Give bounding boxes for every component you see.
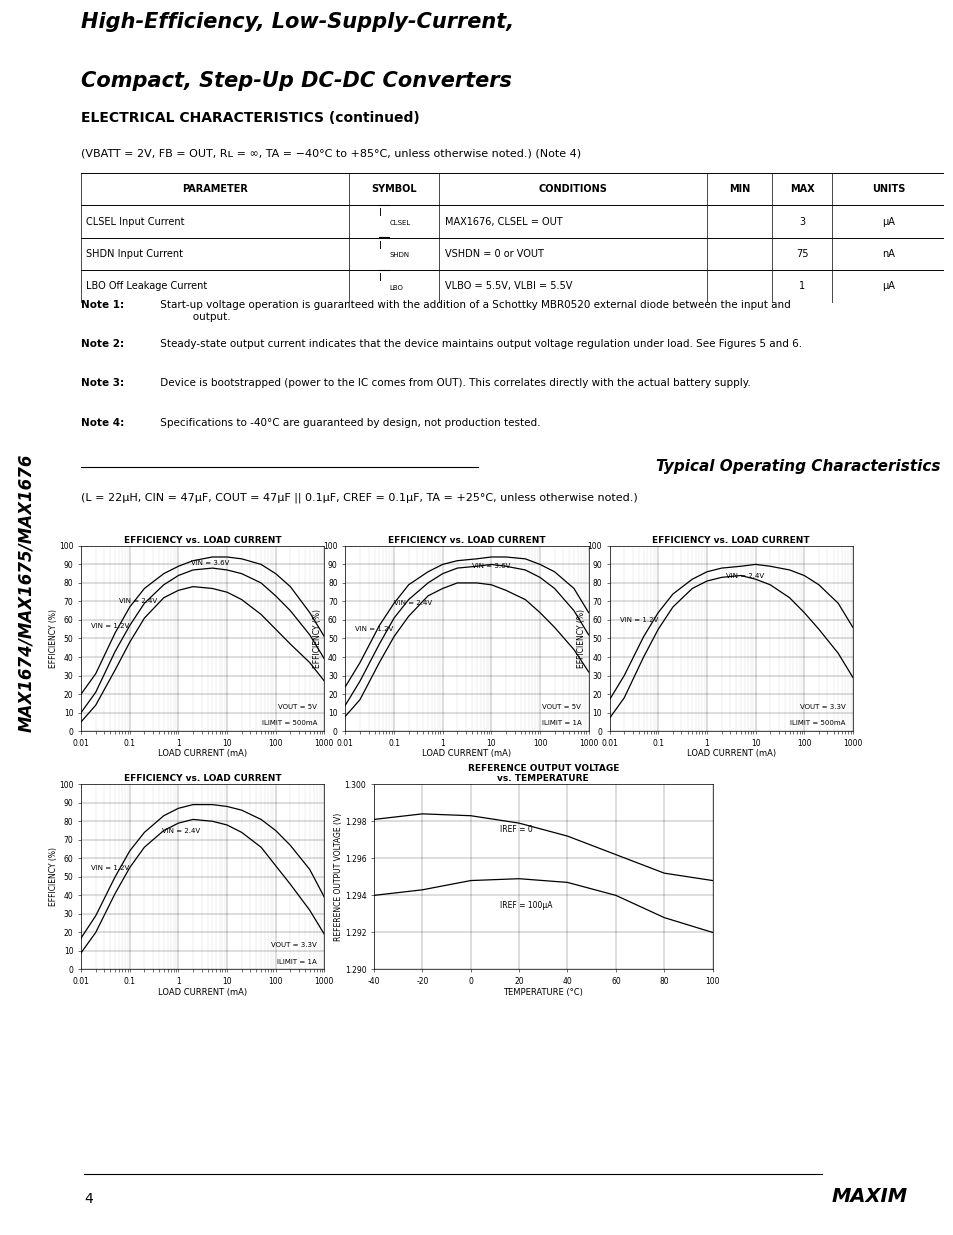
Text: VIN = 2.4V: VIN = 2.4V	[725, 573, 763, 578]
Text: (VBATT = 2V, FB = OUT, Rʟ = ∞, TA = −40°C to +85°C, unless otherwise noted.) (No: (VBATT = 2V, FB = OUT, Rʟ = ∞, TA = −40°…	[81, 148, 580, 158]
Text: Specifications to -40°C are guaranteed by design, not production tested.: Specifications to -40°C are guaranteed b…	[157, 417, 540, 427]
Text: ELECTRICAL CHARACTERISTICS (continued): ELECTRICAL CHARACTERISTICS (continued)	[81, 111, 419, 125]
Text: μA: μA	[881, 216, 894, 226]
Text: Note 2:: Note 2:	[81, 340, 124, 350]
Title: REFERENCE OUTPUT VOLTAGE
vs. TEMPERATURE: REFERENCE OUTPUT VOLTAGE vs. TEMPERATURE	[467, 764, 618, 783]
Text: ILIMIT = 1A: ILIMIT = 1A	[541, 720, 580, 726]
Text: CLSEL Input Current: CLSEL Input Current	[86, 216, 185, 226]
Text: MAXIM: MAXIM	[831, 1187, 907, 1205]
Text: I: I	[378, 209, 381, 219]
Text: Device is bootstrapped (power to the IC comes from OUT). This correlates directl: Device is bootstrapped (power to the IC …	[157, 378, 750, 389]
Title: EFFICIENCY vs. LOAD CURRENT: EFFICIENCY vs. LOAD CURRENT	[124, 536, 281, 545]
Text: UNITS: UNITS	[871, 184, 904, 194]
X-axis label: LOAD CURRENT (mA): LOAD CURRENT (mA)	[422, 750, 511, 758]
Text: Note 3:: Note 3:	[81, 378, 124, 389]
Text: VIN = 2.4V: VIN = 2.4V	[394, 600, 432, 606]
Text: Start-up voltage operation is guaranteed with the addition of a Schottky MBR0520: Start-up voltage operation is guaranteed…	[157, 300, 790, 321]
Text: ILIMIT = 500mA: ILIMIT = 500mA	[789, 720, 844, 726]
Text: VIN = 1.2V: VIN = 1.2V	[355, 626, 394, 632]
Text: MIN: MIN	[728, 184, 749, 194]
X-axis label: LOAD CURRENT (mA): LOAD CURRENT (mA)	[686, 750, 775, 758]
Y-axis label: EFFICIENCY (%): EFFICIENCY (%)	[577, 609, 585, 668]
Text: VOUT = 5V: VOUT = 5V	[542, 704, 580, 710]
Text: IREF = 0: IREF = 0	[499, 825, 532, 834]
Title: EFFICIENCY vs. LOAD CURRENT: EFFICIENCY vs. LOAD CURRENT	[652, 536, 809, 545]
X-axis label: LOAD CURRENT (mA): LOAD CURRENT (mA)	[158, 988, 247, 997]
Title: EFFICIENCY vs. LOAD CURRENT: EFFICIENCY vs. LOAD CURRENT	[388, 536, 545, 545]
Text: MAX: MAX	[789, 184, 814, 194]
Text: VIN = 1.2V: VIN = 1.2V	[91, 622, 130, 629]
Text: Steady-state output current indicates that the device maintains output voltage r: Steady-state output current indicates th…	[157, 340, 801, 350]
Text: nA: nA	[881, 249, 894, 259]
Text: SYMBOL: SYMBOL	[371, 184, 416, 194]
Y-axis label: EFFICIENCY (%): EFFICIENCY (%)	[49, 609, 57, 668]
Text: VIN = 2.4V: VIN = 2.4V	[119, 599, 157, 604]
Text: VIN = 1.2V: VIN = 1.2V	[91, 864, 130, 871]
Text: Typical Operating Characteristics: Typical Operating Characteristics	[655, 459, 939, 474]
Text: VSHDN = 0 or VOUT: VSHDN = 0 or VOUT	[444, 249, 543, 259]
Text: LBO Off Leakage Current: LBO Off Leakage Current	[86, 282, 208, 291]
Text: 1: 1	[798, 282, 804, 291]
Text: 75: 75	[795, 249, 807, 259]
Title: EFFICIENCY vs. LOAD CURRENT: EFFICIENCY vs. LOAD CURRENT	[124, 774, 281, 783]
Y-axis label: REFERENCE OUTPUT VOLTAGE (V): REFERENCE OUTPUT VOLTAGE (V)	[334, 813, 343, 941]
Text: VLBO = 5.5V, VLBI = 5.5V: VLBO = 5.5V, VLBI = 5.5V	[444, 282, 572, 291]
Text: VIN = 3.6V: VIN = 3.6V	[472, 563, 510, 569]
Text: ILIMIT = 1A: ILIMIT = 1A	[277, 958, 316, 965]
Text: MAX1674/MAX1675/MAX1676: MAX1674/MAX1675/MAX1676	[17, 453, 35, 732]
X-axis label: TEMPERATURE (°C): TEMPERATURE (°C)	[503, 988, 582, 997]
Text: VIN = 3.6V: VIN = 3.6V	[191, 559, 229, 566]
Text: Note 4:: Note 4:	[81, 417, 124, 427]
Text: VOUT = 3.3V: VOUT = 3.3V	[271, 942, 316, 948]
Text: SHDN Input Current: SHDN Input Current	[86, 249, 183, 259]
Text: MAX1676, CLSEL = OUT: MAX1676, CLSEL = OUT	[444, 216, 561, 226]
Y-axis label: EFFICIENCY (%): EFFICIENCY (%)	[49, 847, 57, 906]
Text: High-Efficiency, Low-Supply-Current,: High-Efficiency, Low-Supply-Current,	[81, 12, 514, 32]
Text: μA: μA	[881, 282, 894, 291]
Text: SHDN: SHDN	[390, 252, 410, 258]
Text: PARAMETER: PARAMETER	[182, 184, 248, 194]
Text: LBO: LBO	[390, 284, 403, 290]
Text: I: I	[378, 241, 381, 251]
Text: Compact, Step-Up DC-DC Converters: Compact, Step-Up DC-DC Converters	[81, 72, 512, 91]
Text: VOUT = 3.3V: VOUT = 3.3V	[799, 704, 844, 710]
X-axis label: LOAD CURRENT (mA): LOAD CURRENT (mA)	[158, 750, 247, 758]
Text: IREF = 100μA: IREF = 100μA	[499, 902, 552, 910]
Text: CONDITIONS: CONDITIONS	[538, 184, 607, 194]
Text: 4: 4	[84, 1192, 92, 1205]
Text: (L = 22μH, CIN = 47μF, COUT = 47μF || 0.1μF, CREF = 0.1μF, TA = +25°C, unless ot: (L = 22μH, CIN = 47μF, COUT = 47μF || 0.…	[81, 493, 638, 503]
Text: I: I	[378, 273, 381, 283]
Text: VIN = 2.4V: VIN = 2.4V	[161, 827, 199, 834]
Y-axis label: EFFICIENCY (%): EFFICIENCY (%)	[313, 609, 321, 668]
Text: 3: 3	[798, 216, 804, 226]
Text: CLSEL: CLSEL	[390, 220, 411, 226]
Text: VIN = 1.2V: VIN = 1.2V	[618, 618, 658, 622]
Text: VOUT = 5V: VOUT = 5V	[278, 704, 316, 710]
Text: Note 1:: Note 1:	[81, 300, 124, 310]
Text: ILIMIT = 500mA: ILIMIT = 500mA	[261, 720, 316, 726]
